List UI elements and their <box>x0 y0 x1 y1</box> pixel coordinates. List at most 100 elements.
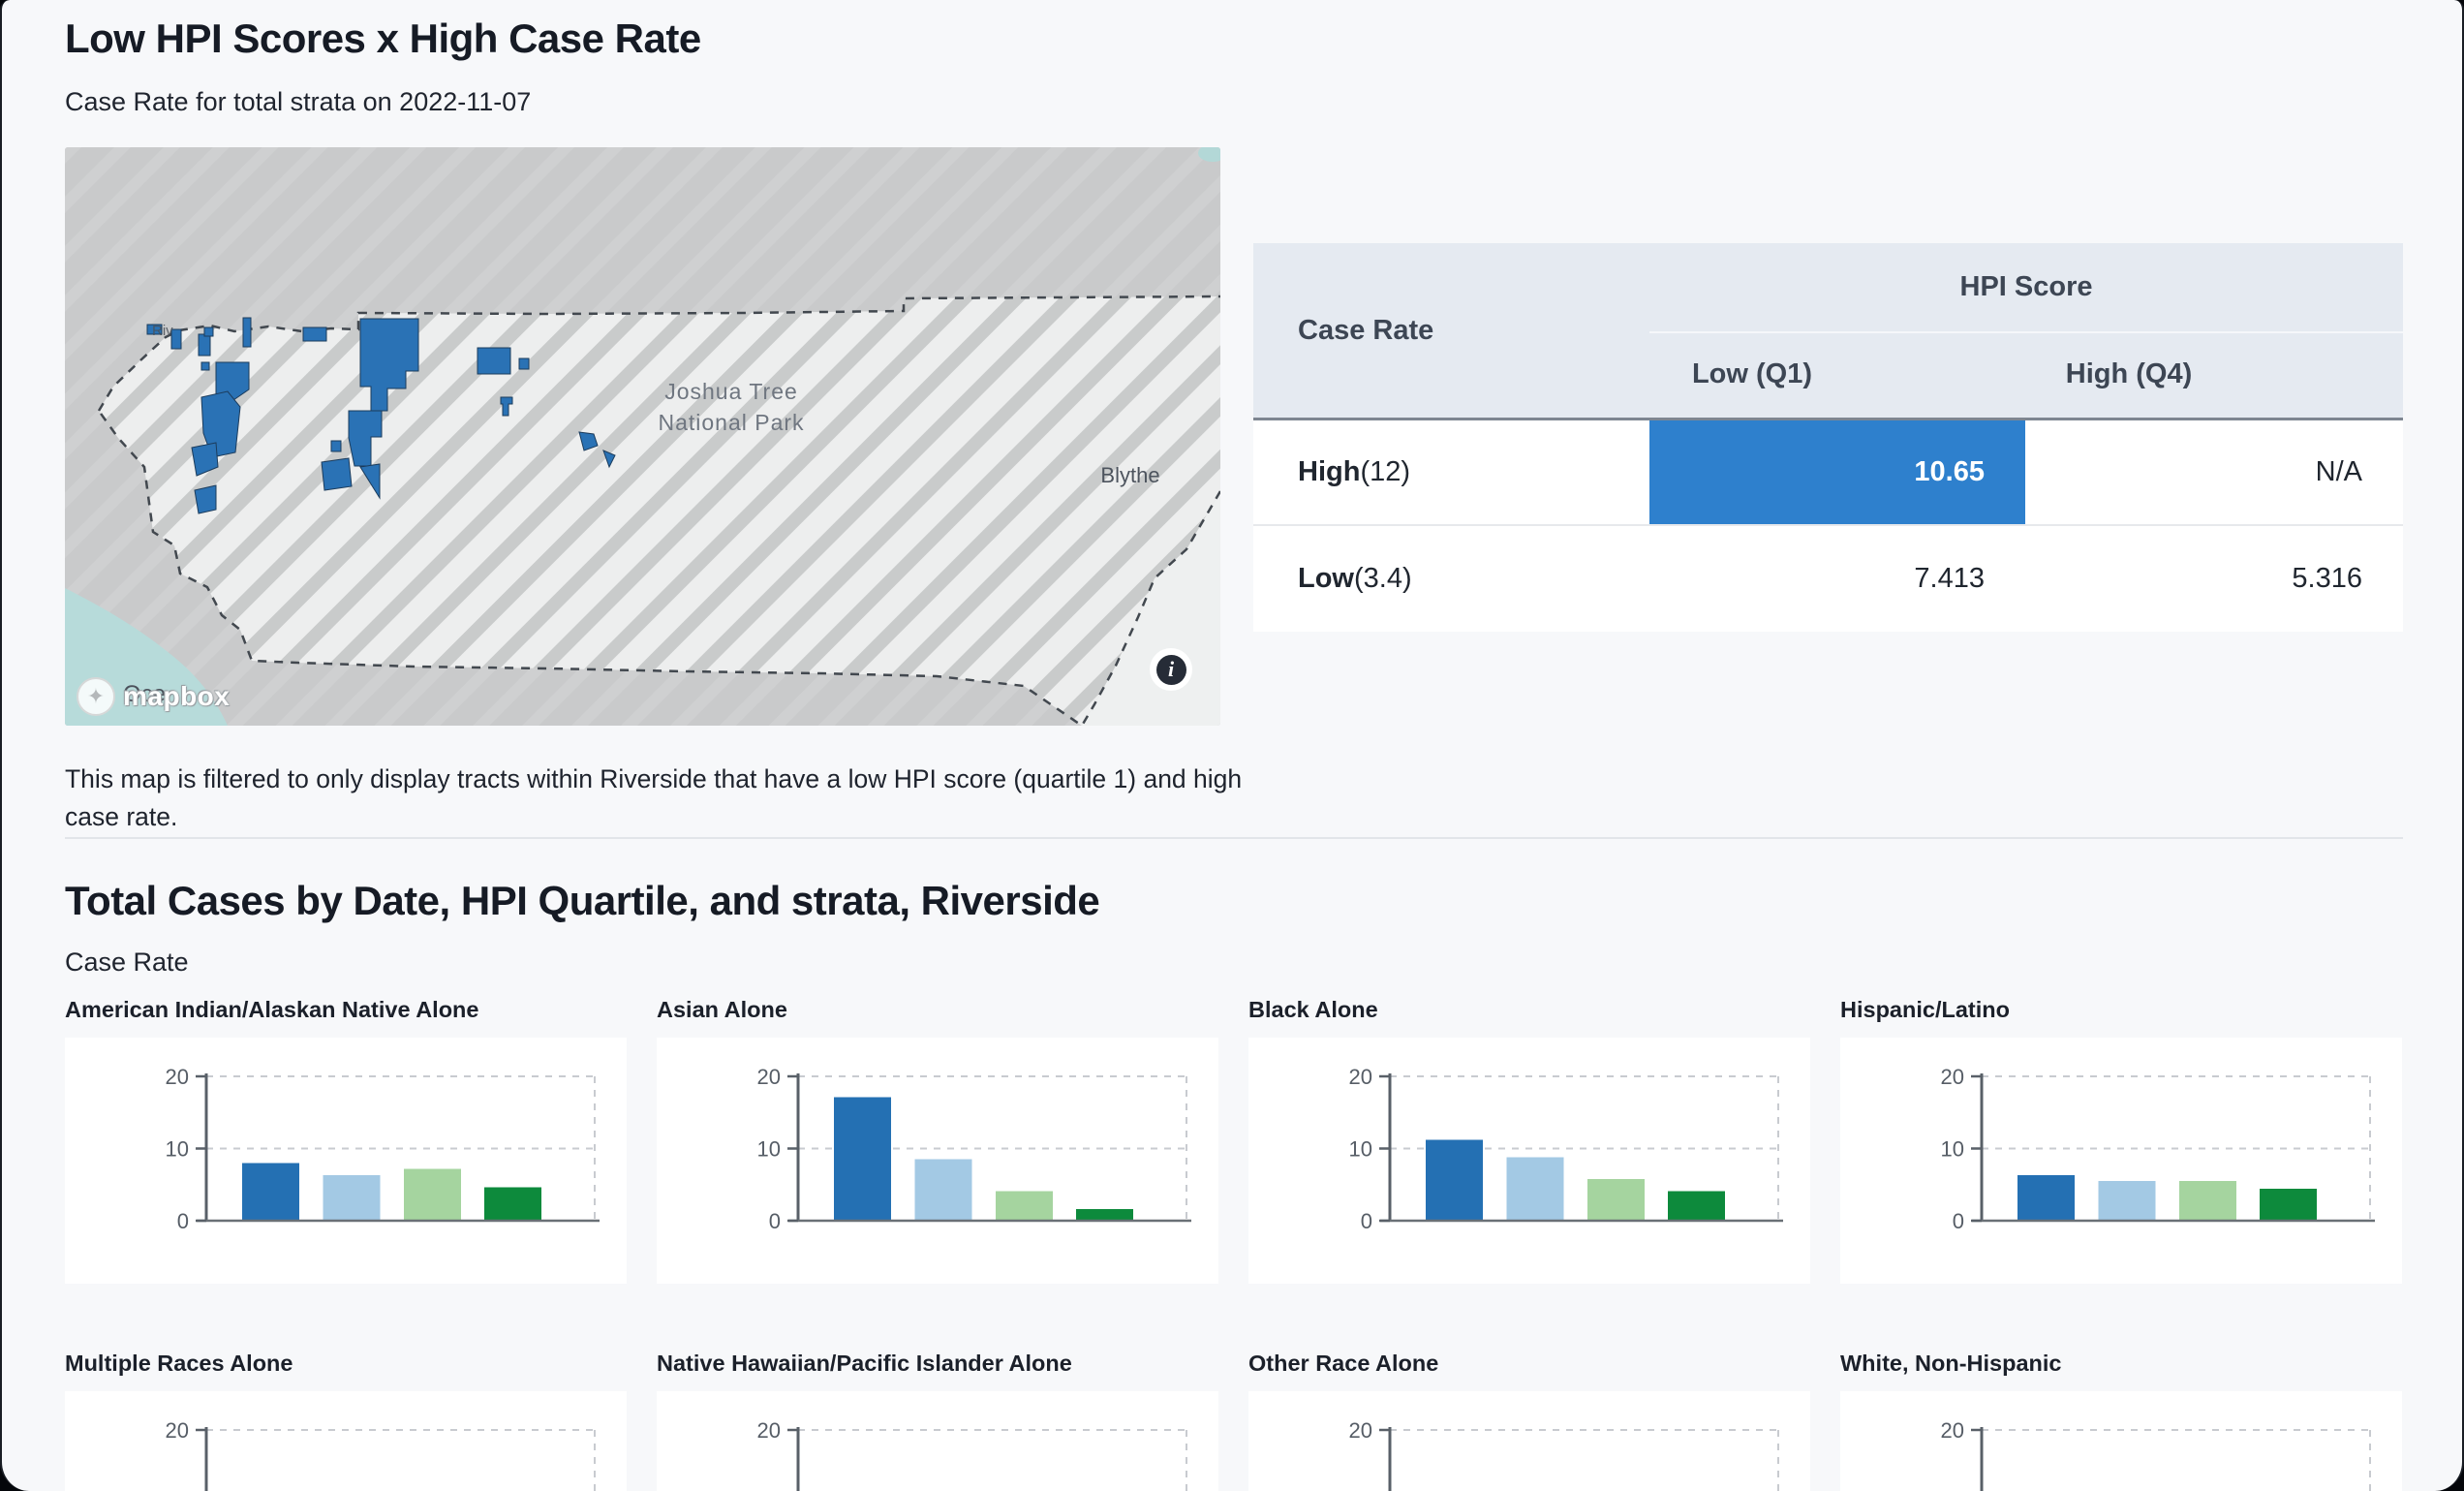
y-tick-label: 20 <box>1349 1418 1372 1443</box>
bar-chart: 0 10 20 <box>657 1038 1218 1284</box>
county-polygon <box>99 296 1220 726</box>
chart-title: Native Hawaiian/Pacific Islander Alone <box>657 1351 1072 1376</box>
bar-chart: 0 10 20 <box>1840 1038 2402 1284</box>
row-label: Low (3.4) <box>1253 526 1649 632</box>
table-cell: N/A <box>2315 456 2362 487</box>
map-info-button[interactable]: i <box>1150 648 1192 691</box>
table-corner-header: Case Rate <box>1298 314 1434 346</box>
table-header: Case Rate HPI Score Low (Q1) High (Q4) <box>1253 243 2403 420</box>
map-canvas: Joshua Tree National Park Blythe Oce Riv <box>65 147 1220 726</box>
bar <box>323 1175 381 1221</box>
table-row: Low (3.4) 7.413 5.316 <box>1253 526 2403 632</box>
section2-subtitle: Case Rate <box>65 947 189 977</box>
park-label-line1: Joshua Tree <box>664 379 798 404</box>
chart-cell: Asian Alone 0 10 20 <box>657 997 1218 1284</box>
bar <box>995 1191 1053 1221</box>
bar-chart: 0 10 20 <box>1248 1038 1810 1284</box>
y-tick-label: 10 <box>1349 1137 1372 1162</box>
park-label-line2: National Park <box>658 410 804 435</box>
chart-cell: American Indian/Alaskan Native Alone 0 10 2… <box>65 997 627 1284</box>
y-tick-label: 20 <box>1941 1065 1964 1089</box>
charts-row-2: Multiple Races Alone01020Native Hawaiian… <box>65 1351 2403 1491</box>
city-label-blythe: Blythe <box>1100 463 1159 487</box>
charts-row-1: American Indian/Alaskan Native Alone 0 10 2… <box>65 997 2403 1284</box>
bar <box>1506 1157 1564 1221</box>
chart-title: Black Alone <box>1248 997 1378 1022</box>
page-subtitle: Case Rate for total strata on 2022-11-07 <box>65 87 532 116</box>
y-tick-label: 20 <box>757 1065 781 1089</box>
table-row: High (12) 10.65 N/A <box>1253 420 2403 526</box>
row-label-suffix: (12) <box>1360 456 1411 487</box>
bar <box>914 1159 972 1221</box>
bar <box>834 1097 891 1221</box>
chart-title: Multiple Races Alone <box>65 1351 293 1376</box>
ocean-label: Oce <box>123 681 166 707</box>
chart-title: American Indian/Alaskan Native Alone <box>65 997 479 1022</box>
section-divider <box>65 837 2403 839</box>
map-caption: This map is filtered to only display tra… <box>65 763 1243 831</box>
mapbox-logo[interactable]: ✦ mapbox <box>77 677 230 716</box>
table-cell: 7.413 <box>1914 563 1985 594</box>
table-cell-highlighted: 10.65 <box>1649 420 2025 524</box>
county-name-fragment: Riv <box>152 323 173 339</box>
bar <box>242 1163 299 1221</box>
y-tick-label: 10 <box>166 1137 189 1162</box>
row-label-strong: High <box>1298 456 1361 487</box>
bar <box>2260 1189 2318 1221</box>
choropleth-map[interactable]: Joshua Tree National Park Blythe Oce Riv… <box>65 147 1220 726</box>
info-icon: i <box>1155 654 1186 685</box>
y-tick-label: 20 <box>166 1418 189 1443</box>
chart-cell: Native Hawaiian/Pacific Islander Alone 01… <box>657 1351 1218 1491</box>
bar <box>2017 1175 2075 1221</box>
table-cell: 5.316 <box>2292 563 2362 594</box>
chart-title: Other Race Alone <box>1248 1351 1439 1376</box>
y-tick-label: 10 <box>1941 1137 1964 1162</box>
bar <box>1426 1139 1483 1221</box>
section2-title: Total Cases by Date, HPI Quartile, and s… <box>65 878 1100 923</box>
y-tick-label: 20 <box>757 1418 781 1443</box>
bar <box>2098 1181 2156 1221</box>
y-tick-label: 0 <box>1361 1209 1372 1233</box>
bar <box>1668 1191 1726 1221</box>
chart-cell: Black Alone 0 10 20 <box>1248 997 1810 1284</box>
bar <box>1076 1209 1134 1221</box>
chart-title: White, Non-Hispanic <box>1840 1351 2062 1376</box>
row-label: High (12) <box>1253 420 1649 524</box>
y-tick-label: 0 <box>769 1209 781 1233</box>
y-tick-label: 20 <box>1349 1065 1372 1089</box>
mapbox-logo-icon: ✦ <box>77 677 115 716</box>
y-tick-label: 20 <box>166 1065 189 1089</box>
chart-title: Asian Alone <box>657 997 787 1022</box>
chart-title: Hispanic/Latino <box>1840 997 2010 1022</box>
bar <box>484 1187 542 1221</box>
county-boundary <box>97 295 1220 726</box>
row-label-suffix: (3.4) <box>1354 563 1412 594</box>
y-tick-label: 20 <box>1941 1418 1964 1443</box>
page-title: Low HPI Scores x High Case Rate <box>65 16 701 61</box>
y-tick-label: 0 <box>177 1209 189 1233</box>
bar-chart: 0 10 20 <box>65 1038 627 1284</box>
bar <box>403 1168 461 1221</box>
row-label-strong: Low <box>1298 563 1354 594</box>
highlighted-tracts <box>146 317 616 514</box>
mapbox-logo-word: mapbox <box>123 681 231 711</box>
table-subheader-high-q4: High (Q4) <box>2065 358 2193 389</box>
hpi-case-rate-table: Case Rate HPI Score Low (Q1) High (Q4) H… <box>1253 243 2403 632</box>
bar <box>2178 1181 2236 1221</box>
y-tick-label: 10 <box>757 1137 781 1162</box>
table-subheader-low-q1: Low (Q1) <box>1691 358 1813 389</box>
chart-cell: Hispanic/Latino 0 10 20 <box>1840 997 2402 1284</box>
table-group-header: HPI Score <box>1649 243 2403 333</box>
bar <box>1586 1178 1645 1221</box>
y-tick-label: 0 <box>1953 1209 1964 1233</box>
map-water-patch <box>1198 147 1220 162</box>
